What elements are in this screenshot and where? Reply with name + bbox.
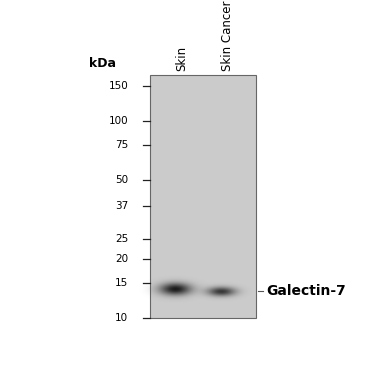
Text: kDa: kDa	[88, 57, 116, 69]
Text: Skin: Skin	[175, 46, 188, 71]
Text: 20: 20	[115, 254, 128, 264]
Text: Skin Cancer: Skin Cancer	[221, 0, 234, 71]
Text: Galectin-7: Galectin-7	[266, 284, 346, 298]
Text: 25: 25	[115, 234, 128, 244]
Text: 150: 150	[108, 81, 128, 91]
Text: 100: 100	[109, 116, 128, 126]
Text: 75: 75	[115, 140, 128, 150]
Text: 37: 37	[115, 201, 128, 211]
Bar	[150, 75, 256, 318]
Text: 15: 15	[115, 278, 128, 288]
Text: 10: 10	[115, 313, 128, 323]
Text: 50: 50	[115, 175, 128, 185]
